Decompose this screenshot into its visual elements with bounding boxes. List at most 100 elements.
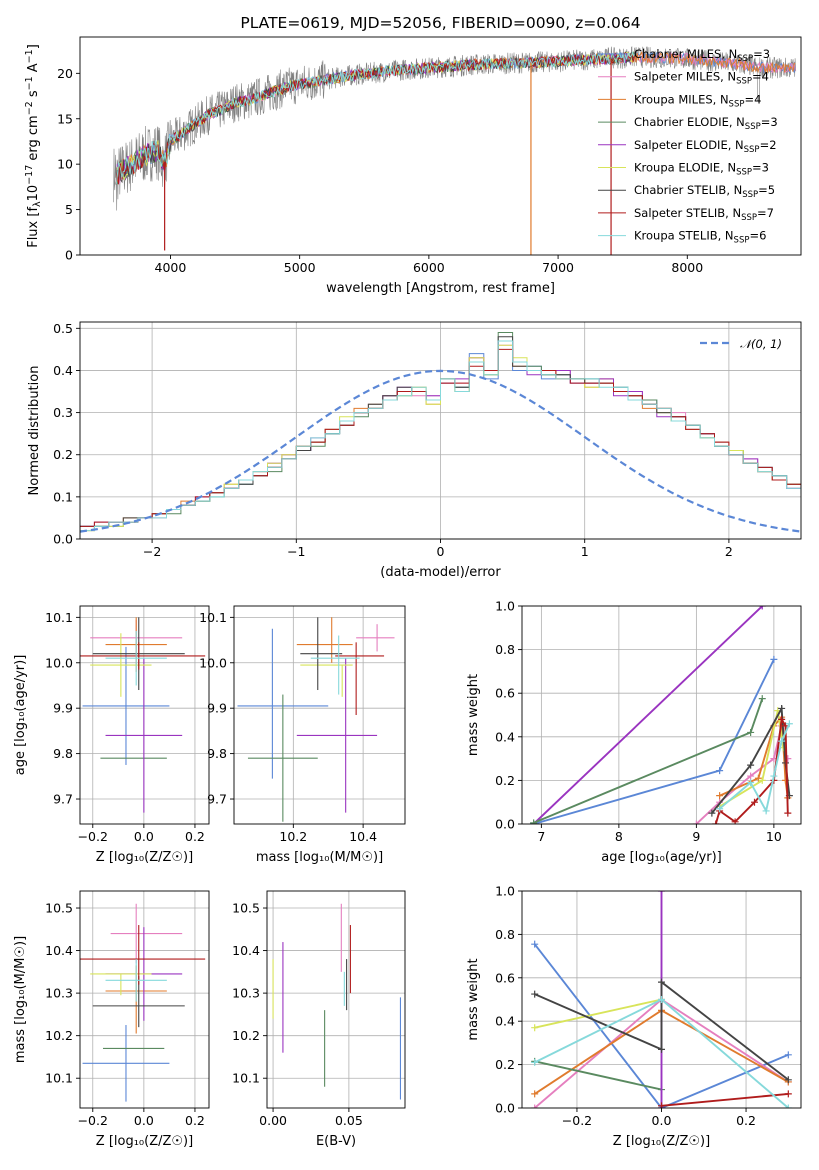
- weight-marker: [770, 655, 778, 663]
- panel-weight-vs-age: 7 8 9 10 0.0 0.2 0.4 0.6 0.8 1.0 age [log₁₀(age/yr…: [466, 599, 802, 865]
- x-tick-label: 4000: [155, 260, 187, 275]
- weight-marker: [778, 704, 786, 712]
- y-tick-label: 15: [57, 111, 73, 126]
- y-tick-label: 0: [65, 248, 73, 263]
- errorbar-point: [82, 646, 170, 765]
- weight-marker: [784, 1076, 792, 1084]
- weight-marker: [530, 819, 538, 824]
- weight-marker: [531, 1104, 539, 1108]
- y-axis-label: mass [log₁₀(M/M☉)]: [13, 936, 28, 1063]
- y-tick-label: 9.8: [53, 746, 73, 761]
- weight-line: [714, 716, 789, 824]
- x-tick-label: 9: [692, 829, 700, 844]
- y-label-part: −17: [24, 165, 35, 185]
- weight-line: [718, 723, 791, 814]
- weight-line: [534, 1060, 662, 1091]
- y-tick-label: 0.0: [495, 817, 515, 832]
- x-tick-label: −0.2: [78, 1113, 108, 1128]
- x-tick-label: 0.0: [652, 1113, 672, 1128]
- y-tick-label: 10.3: [45, 986, 73, 1001]
- y-axis-label: age [log₁₀(age/yr)]: [13, 655, 28, 776]
- weight-marker: [758, 606, 766, 610]
- y-tick-label: 0.0: [495, 1101, 515, 1116]
- errorbar-point: [296, 617, 353, 663]
- weight-marker: [716, 792, 724, 800]
- plot-area: [80, 332, 801, 539]
- weight-marker: [716, 805, 724, 813]
- y-tick-label: 0.8: [495, 927, 515, 942]
- y-tick-label: 0.1: [53, 489, 73, 504]
- plot-area: [530, 606, 793, 824]
- errorbar-point: [82, 1025, 170, 1102]
- weight-marker: [658, 1045, 665, 1053]
- weight-marker: [778, 737, 786, 745]
- y-label-part: A: [26, 63, 41, 76]
- y-tick-label: 10.5: [232, 901, 260, 916]
- plot-area: [80, 617, 206, 813]
- weight-marker: [712, 820, 720, 824]
- weight-marker: [658, 978, 665, 986]
- x-tick-label: 0.2: [736, 1113, 756, 1128]
- x-axis-label: age [log₁₀(age/yr)]: [601, 850, 722, 865]
- panel-spectrum: 4000 5000 6000 7000 8000 0 5 10 15 20 wavelength […: [24, 14, 802, 296]
- chart-title: PLATE=0619, MJD=52056, FIBERID=0090, z=0…: [240, 14, 640, 32]
- weight-line: [534, 980, 789, 1081]
- y-label-part: −1: [24, 49, 35, 63]
- axes-frame: [79, 890, 210, 1109]
- panel-residuals: −2 −1 0 1 2 0.0 0.1 0.2 0.3 0.4 0.5 (data-model)/er…: [27, 321, 802, 580]
- y-tick-label: 10.4: [45, 943, 73, 958]
- x-tick-label: 8000: [671, 260, 703, 275]
- panel-mass-vs-Z: −0.2 0.0 0.2 10.1 10.2 10.3 10.4 10.5 Z [log₁₀(Z…: [13, 890, 210, 1149]
- x-tick-label: 0.2: [185, 1113, 205, 1128]
- x-tick-label: 0.05: [335, 1113, 363, 1128]
- y-tick-label: 10.2: [45, 1028, 73, 1043]
- errorbar-point: [296, 658, 378, 813]
- weight-marker: [778, 715, 786, 723]
- errorbar-point: [110, 903, 183, 964]
- weight-marker: [658, 996, 665, 1003]
- weight-marker: [692, 820, 700, 824]
- weight-marker: [762, 807, 770, 815]
- y-tick-label: 0.2: [53, 447, 73, 462]
- weight-marker: [751, 798, 758, 806]
- legend-entry: Salpeter ELODIE, NSSP=2: [634, 138, 777, 155]
- errorbar-point: [335, 642, 385, 715]
- weight-marker: [754, 774, 762, 782]
- y-tick-label: 10.4: [232, 943, 260, 958]
- errorbar-point: [356, 624, 395, 652]
- x-tick-label: −0.2: [78, 829, 108, 844]
- x-tick-label: 7000: [542, 260, 574, 275]
- x-tick-label: 10.4: [349, 829, 377, 844]
- axes-frame: [521, 890, 802, 1109]
- weight-line: [661, 1092, 789, 1107]
- y-tick-label: 9.9: [53, 701, 73, 716]
- histogram-step-line: [80, 348, 801, 539]
- x-tick-label: 8: [615, 829, 623, 844]
- x-tick-label: 10: [766, 829, 782, 844]
- errorbar-point: [300, 664, 353, 697]
- y-tick-label: 0.2: [495, 1057, 515, 1072]
- x-tick-label: 0.00: [259, 1113, 287, 1128]
- y-axis-label: Flux [fλ10−17 erg cm−2 s−1 A−1]: [24, 44, 43, 248]
- x-tick-label: 0.0: [134, 1113, 154, 1128]
- weight-marker: [784, 1104, 792, 1108]
- y-tick-label: 0.2: [495, 773, 515, 788]
- weight-marker: [784, 1051, 792, 1059]
- weight-marker: [716, 767, 724, 775]
- y-tick-label: 10.1: [45, 610, 73, 625]
- y-label-part: Flux [f: [26, 207, 41, 248]
- weight-marker: [758, 776, 766, 784]
- y-tick-label: 10.3: [232, 986, 260, 1001]
- y-label-part: ]: [26, 44, 41, 49]
- x-tick-label: −0.2: [562, 1113, 592, 1128]
- weight-marker: [747, 779, 755, 787]
- model-spectrum-line: [115, 51, 636, 185]
- weight-marker: [658, 1102, 665, 1108]
- legend-entry: Chabrier STELIB, NSSP=5: [634, 183, 775, 200]
- panel-mass-vs-ebv: 0.00 0.05 10.1 10.2 10.3 10.4 10.5 E(B-V): [232, 890, 406, 1149]
- weight-line: [534, 998, 662, 1029]
- panel-weight-vs-Z: −0.2 0.0 0.2 0.0 0.2 0.4 0.6 0.8 1.0 Z [log₁₀(Z/Z…: [466, 884, 802, 1149]
- weight-marker: [770, 772, 778, 780]
- legend-entry: Kroupa ELODIE, NSSP=3: [634, 161, 769, 178]
- y-tick-label: 10.0: [45, 655, 73, 670]
